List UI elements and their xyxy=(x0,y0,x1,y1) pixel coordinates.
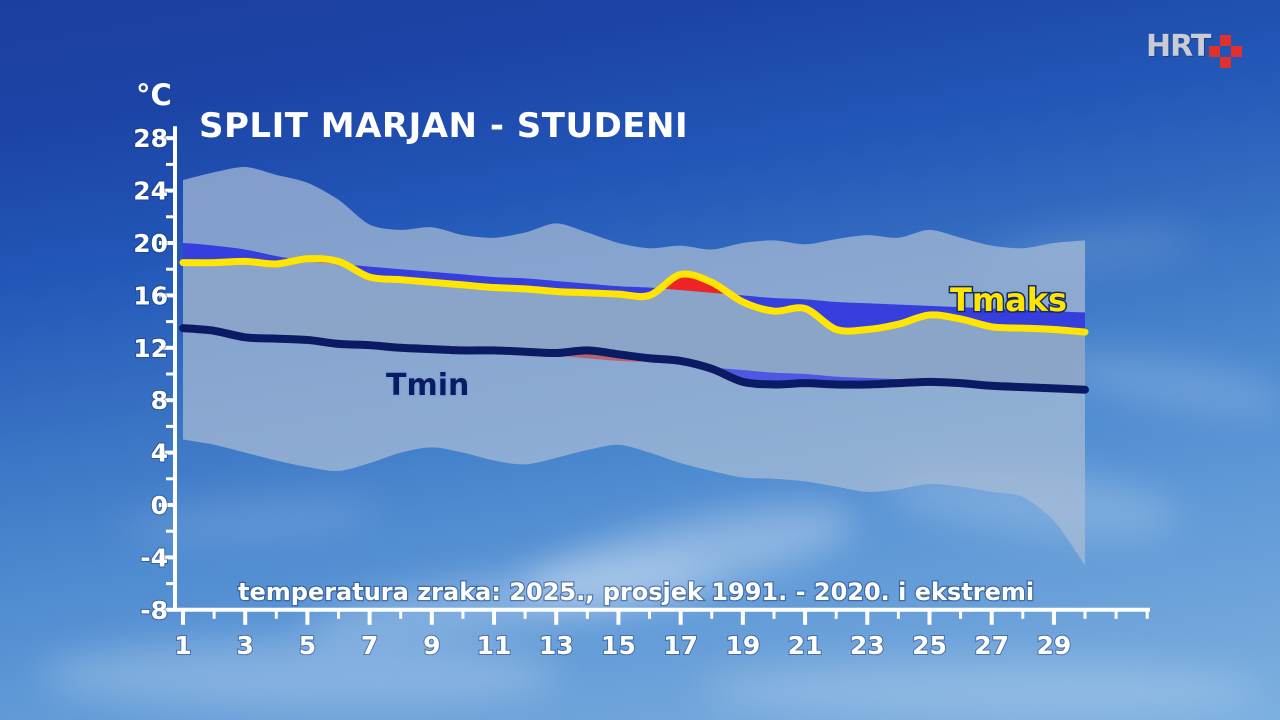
hrt-logo-square xyxy=(1220,57,1231,68)
x-axis-tick-label: 17 xyxy=(663,631,698,660)
chart-title: SPLIT MARJAN - STUDENI xyxy=(199,106,688,146)
cold-anomaly-area xyxy=(183,243,298,264)
y-axis-tick-label: 16 xyxy=(133,281,168,310)
y-axis-tick-label: 0 xyxy=(151,491,168,520)
hrt-logo-square xyxy=(1220,35,1231,46)
x-axis-tick-label: 19 xyxy=(725,631,760,660)
y-axis-tick-label: 4 xyxy=(151,439,168,468)
x-axis-tick-label: 25 xyxy=(912,631,947,660)
y-axis-unit-label: °C xyxy=(136,78,172,112)
x-axis-tick-label: 11 xyxy=(477,631,512,660)
hrt-logo: HRT xyxy=(1146,26,1242,68)
x-axis-tick-label: 13 xyxy=(539,631,574,660)
x-axis-tick-label: 3 xyxy=(237,631,254,660)
x-axis-tick-label: 5 xyxy=(299,631,316,660)
y-axis-tick-label: -8 xyxy=(140,596,168,625)
y-axis-tick-label: 12 xyxy=(133,334,168,363)
y-axis-tick-label: 20 xyxy=(133,229,168,258)
y-axis-tick-label: 24 xyxy=(133,177,168,206)
tmax-line xyxy=(179,255,1089,336)
x-axis-tick-label: 15 xyxy=(601,631,636,660)
x-axis-tick-label: 7 xyxy=(361,631,378,660)
tmin-series-label: Tmin xyxy=(386,368,469,403)
hrt-logo-square xyxy=(1231,46,1242,57)
x-axis-tick-label: 1 xyxy=(174,631,191,660)
x-axis-tick-label: 27 xyxy=(974,631,1009,660)
y-axis-tick-label: -4 xyxy=(140,543,168,572)
x-axis-tick-label: 29 xyxy=(1036,631,1071,660)
hrt-logo-text: HRT xyxy=(1146,29,1211,64)
x-axis-tick-label: 21 xyxy=(788,631,823,660)
cold-anomaly-area xyxy=(731,294,1085,333)
y-axis-tick-label: 28 xyxy=(133,124,168,153)
tmaks-series-label: Tmaks xyxy=(950,281,1067,319)
tmin-line xyxy=(179,324,1089,394)
x-axis-tick-label: 9 xyxy=(423,631,440,660)
chart-caption: temperatura zraka: 2025., prosjek 1991. … xyxy=(238,578,1034,606)
x-axis-tick-label: 23 xyxy=(850,631,885,660)
y-axis-tick-label: 8 xyxy=(151,386,168,415)
hrt-logo-square xyxy=(1209,46,1220,57)
cold-anomaly-area xyxy=(346,264,660,297)
extremes-band xyxy=(183,166,1085,566)
